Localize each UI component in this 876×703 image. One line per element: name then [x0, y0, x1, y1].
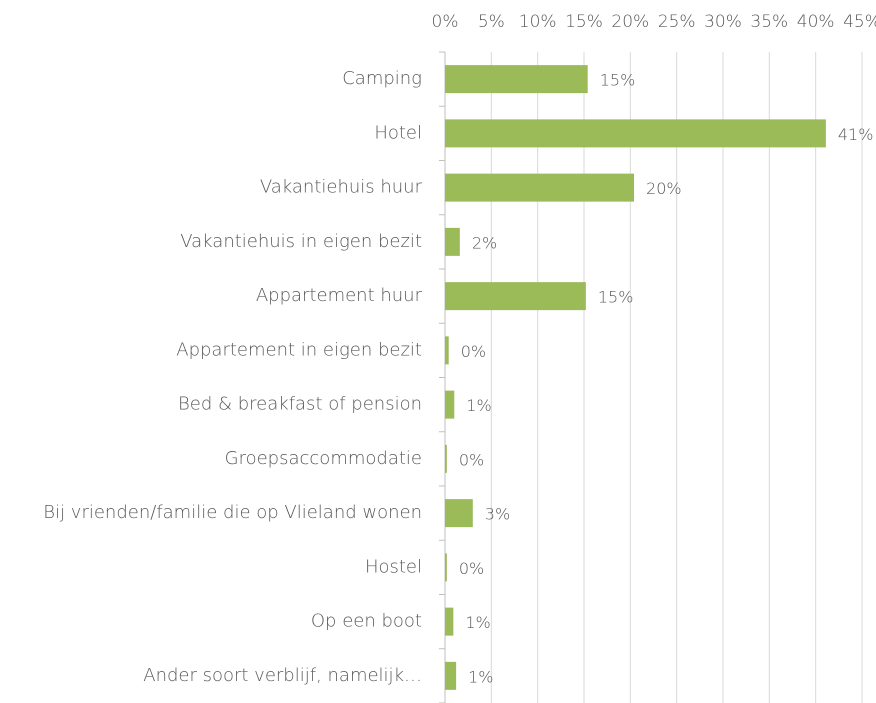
category-label: Bed & breakfast of pension: [178, 394, 422, 415]
x-tick-label: 25%: [658, 12, 696, 32]
bar: [445, 499, 473, 528]
value-label: 2%: [472, 233, 497, 252]
bar: [445, 119, 826, 148]
bar: [445, 444, 447, 473]
bar: [445, 661, 457, 690]
category-label: Bij vrienden/familie die op Vlieland won…: [43, 502, 422, 523]
x-tick-label: 30%: [704, 12, 742, 32]
x-tick-label: 40%: [797, 12, 835, 32]
bar: [445, 607, 454, 636]
x-tick-label: 5%: [478, 12, 505, 32]
x-tick-label: 35%: [750, 12, 788, 32]
category-label: Groepsaccommodatie: [225, 448, 422, 469]
value-label: 41%: [838, 125, 874, 144]
x-tick-label: 10%: [519, 12, 557, 32]
value-label: 15%: [598, 288, 634, 307]
category-label: Hostel: [365, 556, 422, 577]
bar: [445, 390, 455, 419]
bar: [445, 336, 449, 365]
x-tick-label: 45%: [843, 12, 876, 32]
bar: [445, 227, 460, 256]
bar: [445, 173, 635, 202]
value-label: 1%: [466, 396, 491, 415]
value-label: 0%: [459, 559, 484, 578]
x-tick-label: 15%: [565, 12, 603, 32]
x-tick-label: 0%: [432, 12, 459, 32]
bar: [445, 553, 447, 582]
value-label: 15%: [600, 71, 636, 90]
value-label: 1%: [465, 613, 490, 632]
value-label: 3%: [485, 505, 510, 524]
category-label: Vakantiehuis in eigen bezit: [180, 231, 422, 252]
value-label: 0%: [461, 342, 486, 361]
value-label: 0%: [459, 450, 484, 469]
category-label: Vakantiehuis huur: [260, 177, 423, 198]
x-tick-label: 20%: [611, 12, 649, 32]
bar: [445, 282, 586, 311]
category-label: Ander soort verblijf, namelijk…: [143, 665, 422, 686]
value-label: 20%: [646, 179, 682, 198]
category-label: Op een boot: [311, 611, 422, 632]
category-label: Appartement huur: [256, 285, 423, 306]
category-label: Camping: [342, 68, 422, 89]
category-label: Hotel: [374, 122, 422, 143]
bar: [445, 65, 588, 94]
category-label: Appartement in eigen bezit: [176, 339, 422, 360]
value-label: 1%: [468, 667, 493, 686]
